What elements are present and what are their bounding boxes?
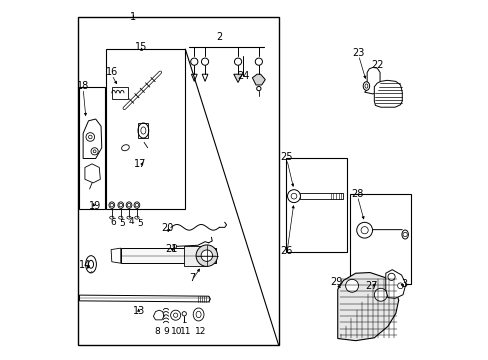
Bar (112, 87, 128, 99)
Bar (79, 87, 105, 209)
Text: 18: 18 (77, 81, 89, 91)
Circle shape (127, 203, 131, 207)
Ellipse shape (119, 216, 122, 219)
Text: 29: 29 (330, 277, 342, 287)
Text: 28: 28 (350, 189, 363, 199)
Ellipse shape (126, 216, 131, 219)
Circle shape (290, 193, 296, 199)
Bar (300, 193, 343, 199)
Text: 12: 12 (195, 327, 206, 336)
Text: 26: 26 (280, 246, 292, 256)
Ellipse shape (88, 260, 93, 268)
Circle shape (93, 150, 96, 153)
Ellipse shape (141, 127, 145, 134)
Polygon shape (385, 270, 405, 298)
Text: 7: 7 (189, 273, 195, 283)
Bar (106, 49, 185, 209)
Polygon shape (364, 67, 379, 94)
Circle shape (91, 148, 98, 155)
Text: 25: 25 (280, 152, 292, 162)
Bar (138, 123, 148, 138)
Text: 2: 2 (216, 32, 222, 41)
Ellipse shape (85, 256, 96, 273)
Polygon shape (202, 74, 207, 81)
Text: 13: 13 (132, 306, 144, 316)
Text: 20: 20 (161, 224, 173, 233)
Bar (349, 194, 410, 284)
Polygon shape (337, 273, 398, 341)
Ellipse shape (193, 308, 203, 321)
Ellipse shape (401, 230, 407, 239)
Circle shape (201, 250, 212, 261)
Circle shape (201, 58, 208, 65)
Text: 5: 5 (120, 219, 125, 228)
Ellipse shape (126, 202, 132, 208)
Text: 11: 11 (180, 327, 191, 336)
Ellipse shape (109, 202, 115, 208)
Circle shape (173, 244, 176, 248)
Polygon shape (80, 295, 210, 302)
Ellipse shape (134, 202, 140, 208)
Polygon shape (191, 74, 197, 81)
Text: 21: 21 (164, 244, 177, 254)
Text: 8: 8 (155, 327, 160, 336)
Text: 23: 23 (352, 48, 364, 58)
Circle shape (345, 279, 358, 292)
Text: 17: 17 (134, 159, 146, 169)
Circle shape (397, 283, 403, 289)
Bar (121, 248, 215, 263)
Circle shape (119, 203, 122, 207)
Circle shape (356, 222, 372, 238)
Circle shape (255, 58, 262, 65)
Polygon shape (233, 74, 242, 82)
Text: 22: 22 (370, 60, 383, 70)
Ellipse shape (363, 82, 369, 90)
Text: 15: 15 (135, 42, 147, 51)
Bar (183, 246, 204, 266)
Polygon shape (373, 80, 402, 107)
Polygon shape (153, 310, 163, 320)
Circle shape (182, 312, 186, 316)
Text: 3: 3 (400, 279, 407, 289)
Circle shape (196, 245, 217, 266)
Text: 9: 9 (163, 327, 169, 336)
Ellipse shape (122, 145, 129, 151)
Text: 27: 27 (365, 281, 377, 291)
Circle shape (360, 226, 367, 234)
Polygon shape (111, 248, 121, 263)
Circle shape (402, 232, 407, 237)
Ellipse shape (196, 311, 201, 318)
Text: 5: 5 (137, 219, 143, 228)
Text: 1: 1 (130, 12, 136, 22)
Text: 16: 16 (105, 67, 118, 77)
Text: 6: 6 (110, 218, 116, 227)
Circle shape (173, 313, 178, 318)
Ellipse shape (138, 123, 148, 138)
Circle shape (110, 203, 113, 207)
Circle shape (86, 133, 94, 141)
Circle shape (287, 190, 300, 203)
Circle shape (387, 273, 394, 280)
Polygon shape (83, 119, 102, 158)
Polygon shape (252, 74, 265, 85)
Circle shape (234, 58, 241, 65)
Text: 24: 24 (237, 71, 249, 81)
Bar (285, 158, 346, 252)
Text: 19: 19 (88, 201, 101, 211)
Bar (78, 17, 278, 345)
Circle shape (170, 310, 180, 320)
Circle shape (373, 288, 386, 301)
Circle shape (190, 58, 198, 65)
Text: 10: 10 (170, 327, 182, 336)
Text: 14: 14 (79, 260, 91, 270)
Ellipse shape (364, 84, 367, 88)
Circle shape (256, 86, 261, 91)
Circle shape (88, 135, 92, 139)
Ellipse shape (118, 202, 123, 208)
Text: 4: 4 (128, 217, 134, 226)
Ellipse shape (135, 216, 139, 219)
Ellipse shape (109, 216, 114, 219)
Polygon shape (85, 164, 100, 183)
Circle shape (135, 203, 139, 207)
